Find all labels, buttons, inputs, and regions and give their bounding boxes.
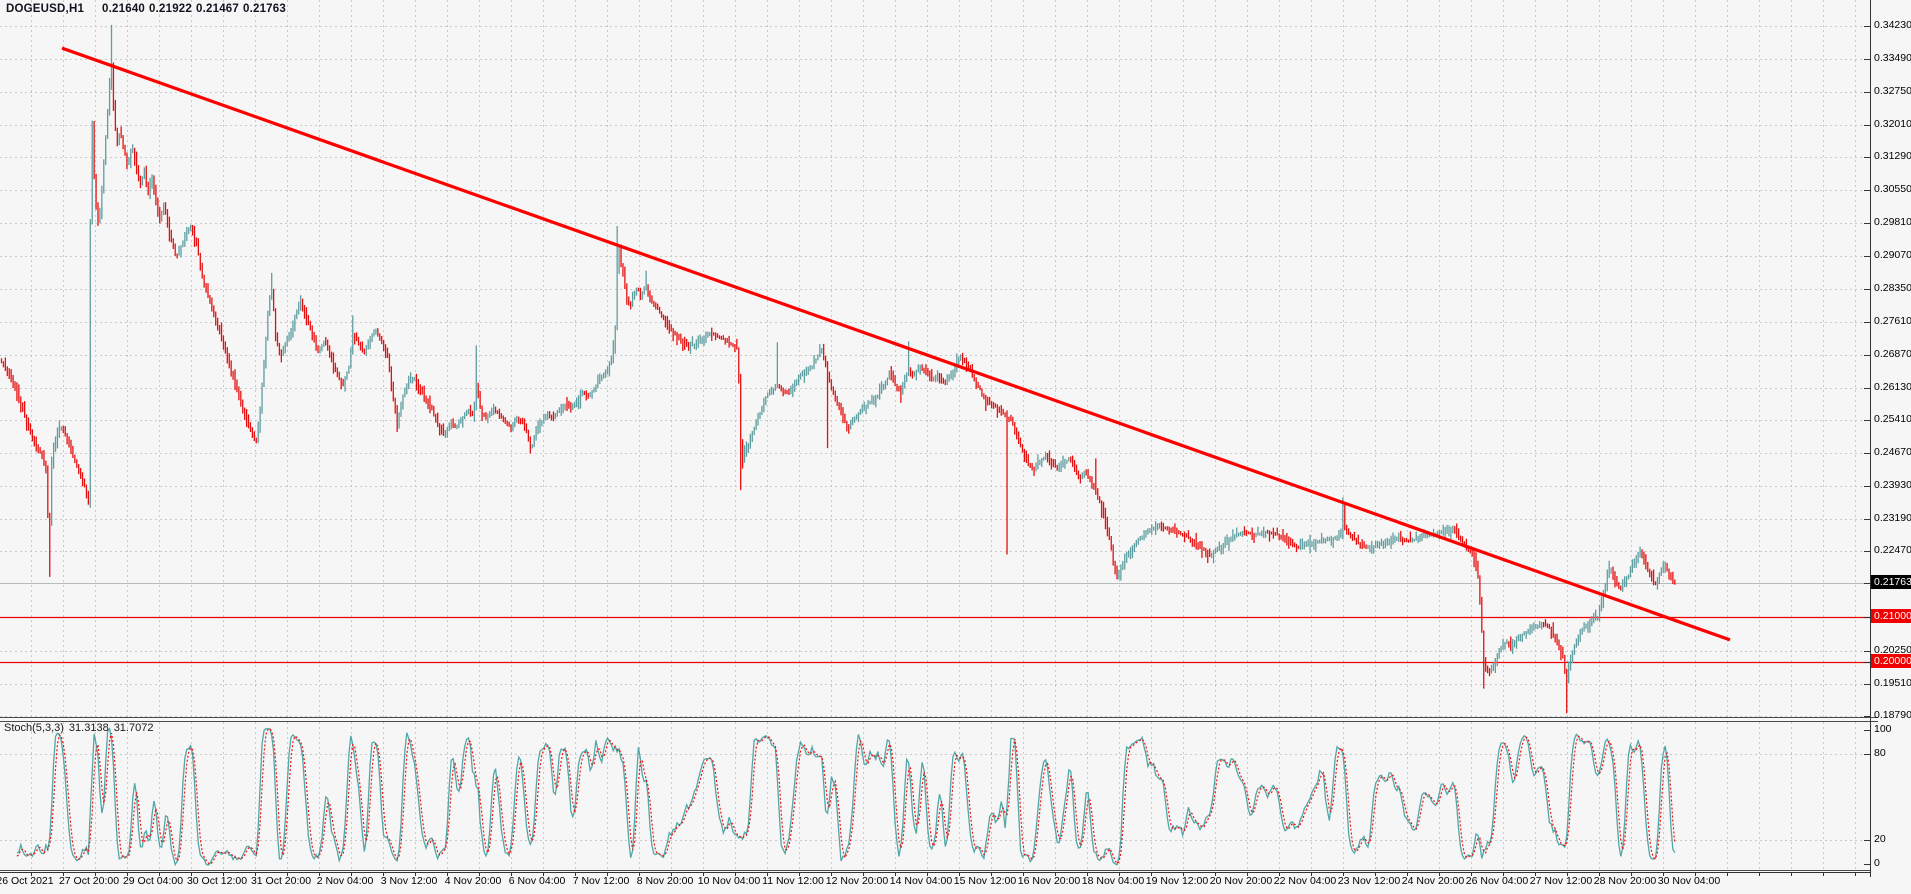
symbol-ohlc-header: DOGEUSD,H1 0.21640 0.21922 0.21467 0.21763 xyxy=(6,3,286,15)
price-axis-label: 0.29070 xyxy=(1874,249,1911,261)
time-axis-label: 6 Nov 04:00 xyxy=(508,875,566,887)
stoch-signal-line xyxy=(16,728,1676,865)
price-axis-label: 0.23190 xyxy=(1874,512,1911,524)
stoch-axis-label: 80 xyxy=(1874,747,1886,759)
support-line-price-badge: 0.21000 xyxy=(1871,609,1911,623)
quote-high: 0.21922 xyxy=(149,3,193,15)
time-axis-label: 11 Nov 12:00 xyxy=(762,875,824,887)
time-axis-label: 10 Nov 04:00 xyxy=(697,875,761,887)
time-axis-label: 3 Nov 12:00 xyxy=(380,875,438,887)
price-axis-label: 0.22470 xyxy=(1874,544,1911,556)
price-axis-ticks xyxy=(1864,26,1870,865)
stoch-axis-label: 20 xyxy=(1874,833,1886,845)
time-axis-label: 20 Nov 20:00 xyxy=(1209,875,1273,887)
quote-open: 0.21640 xyxy=(102,3,146,15)
price-axis-label: 0.28350 xyxy=(1874,282,1911,294)
time-axis-label: 2 Nov 04:00 xyxy=(316,875,374,887)
time-axis-label: 18 Nov 04:00 xyxy=(1081,875,1145,887)
price-axis-label: 0.30550 xyxy=(1874,183,1911,195)
time-axis-label: 19 Nov 12:00 xyxy=(1145,875,1209,887)
price-axis-label: 0.19510 xyxy=(1874,677,1911,689)
stoch-axis-label: 0 xyxy=(1874,857,1880,869)
time-axis-label: 30 Nov 04:00 xyxy=(1657,875,1721,887)
stoch-name: Stoch(5,3,3) xyxy=(4,722,64,734)
quote-close: 0.21763 xyxy=(243,3,286,15)
time-axis-label: 15 Nov 12:00 xyxy=(953,875,1017,887)
price-axis-label: 0.29810 xyxy=(1874,216,1911,228)
time-axis-label: 28 Nov 20:00 xyxy=(1593,875,1657,887)
symbol-name: DOGEUSD,H1 xyxy=(6,3,85,15)
stoch-d-value: 31.7072 xyxy=(113,722,154,734)
time-axis-label: 31 Oct 20:00 xyxy=(250,875,312,887)
stochastic-indicator-label: Stoch(5,3,3) 31.3138 31.7072 xyxy=(4,722,158,734)
price-axis-label: 0.32750 xyxy=(1874,85,1911,97)
time-axis-label: 16 Nov 20:00 xyxy=(1017,875,1081,887)
stoch-k-value: 31.3138 xyxy=(68,722,109,734)
time-axis-label: 14 Nov 04:00 xyxy=(889,875,953,887)
price-axis-label: 0.31290 xyxy=(1874,150,1911,162)
time-axis-label: 30 Oct 12:00 xyxy=(186,875,248,887)
price-axis-label: 0.27610 xyxy=(1874,315,1911,327)
bearish-bars xyxy=(0,62,1676,714)
descending-trendline[interactable] xyxy=(61,46,1731,642)
quote-low: 0.21467 xyxy=(196,3,239,15)
current-price-badge: 0.21763 xyxy=(1871,575,1911,589)
time-axis-label: 26 Nov 04:00 xyxy=(1465,875,1529,887)
price-axis-label: 0.26870 xyxy=(1874,348,1911,360)
bullish-bars xyxy=(51,24,1666,684)
price-axis-label: 0.32010 xyxy=(1874,118,1911,130)
time-axis-label: 22 Nov 04:00 xyxy=(1273,875,1337,887)
time-axis-label: 27 Oct 20:00 xyxy=(58,875,120,887)
time-axis-label: 29 Oct 04:00 xyxy=(122,875,184,887)
stoch-level-gridlines xyxy=(0,754,1870,841)
price-axis-label: 0.25410 xyxy=(1874,413,1911,425)
price-axis-label: 0.18790 xyxy=(1874,709,1911,721)
time-axis-label: 7 Nov 12:00 xyxy=(572,875,630,887)
horizontal-gridlines-main xyxy=(0,26,1870,717)
price-axis-label: 0.26130 xyxy=(1874,381,1911,393)
time-axis-label: 4 Nov 20:00 xyxy=(444,875,502,887)
price-axis-label: 0.24670 xyxy=(1874,446,1911,458)
support-line-price-badge: 0.20000 xyxy=(1871,654,1911,668)
stoch-main-line xyxy=(16,727,1676,867)
price-axis-label: 0.23930 xyxy=(1874,479,1911,491)
price-axis-label: 0.33490 xyxy=(1874,52,1911,64)
time-axis-label: 12 Nov 20:00 xyxy=(825,875,889,887)
time-axis-label: 8 Nov 20:00 xyxy=(636,875,694,887)
time-axis-label: 23 Nov 12:00 xyxy=(1337,875,1401,887)
time-axis-ticks xyxy=(31,872,1856,876)
stoch-axis-label: 100 xyxy=(1874,723,1892,735)
price-axis-label: 0.20250 xyxy=(1874,644,1911,656)
price-axis-label: 0.34230 xyxy=(1874,19,1911,31)
time-axis-label: 27 Nov 12:00 xyxy=(1529,875,1593,887)
time-axis-label: 24 Nov 20:00 xyxy=(1401,875,1465,887)
time-axis-label: 26 Oct 2021 xyxy=(0,875,54,887)
